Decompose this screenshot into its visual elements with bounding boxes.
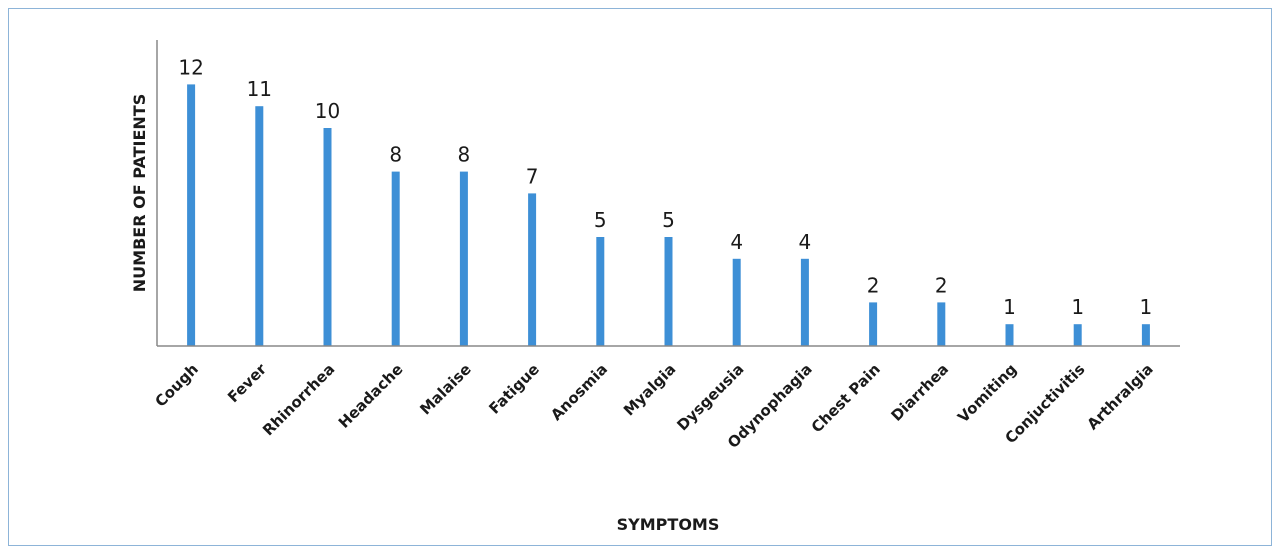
bar-myalgia [664, 237, 673, 346]
value-label-odynophagia: 4 [799, 230, 812, 254]
value-label-arthralgia: 1 [1140, 295, 1153, 319]
y-axis-title: NUMBER OF PATIENTS [130, 94, 149, 292]
bar-malaise [459, 171, 468, 346]
bar-headache [391, 171, 400, 346]
value-label-dysgeusia: 4 [730, 230, 743, 254]
x-tick-label-fever: Fever [224, 360, 271, 407]
x-tick-label-cough: Cough [151, 360, 202, 411]
value-label-conjuctivitis: 1 [1071, 295, 1084, 319]
bar-arthralgia [1141, 324, 1150, 346]
x-tick-label-headache: Headache [335, 360, 407, 432]
chart-frame [8, 8, 1272, 546]
x-tick-label-anosmia: Anosmia [547, 360, 611, 424]
value-label-anosmia: 5 [594, 208, 607, 232]
value-label-vomiting: 1 [1003, 295, 1016, 319]
bar-chest-pain [869, 302, 878, 346]
value-label-myalgia: 5 [662, 208, 675, 232]
x-tick-label-malaise: Malaise [416, 360, 474, 418]
x-tick-label-vomiting: Vomiting [954, 360, 1020, 426]
bar-anosmia [596, 237, 605, 346]
x-tick-label-chest-pain: Chest Pain [808, 360, 884, 436]
value-label-fever: 11 [247, 77, 272, 101]
x-tick-label-fatigue: Fatigue [485, 360, 543, 418]
bar-dysgeusia [732, 258, 741, 346]
x-axis-title: SYMPTOMS [617, 515, 720, 534]
bar-fatigue [528, 193, 537, 346]
value-label-headache: 8 [389, 143, 402, 167]
bar-cough [187, 84, 196, 347]
value-label-malaise: 8 [458, 143, 471, 167]
value-label-rhinorrhea: 10 [315, 99, 340, 123]
bar-conjuctivitis [1073, 324, 1082, 346]
bar-fever [255, 106, 264, 346]
bar-vomiting [1005, 324, 1014, 346]
bar-odynophagia [800, 258, 809, 346]
x-tick-label-rhinorrhea: Rhinorrhea [259, 360, 338, 439]
value-label-cough: 12 [178, 55, 203, 79]
value-label-chest-pain: 2 [867, 273, 880, 297]
x-tick-label-arthralgia: Arthralgia [1084, 360, 1157, 433]
x-tick-label-dysgeusia: Dysgeusia [673, 360, 747, 434]
value-label-diarrhea: 2 [935, 273, 948, 297]
bars-group [187, 84, 1150, 347]
bar-rhinorrhea [323, 128, 332, 346]
x-tick-label-diarrhea: Diarrhea [887, 360, 952, 425]
value-label-fatigue: 7 [526, 164, 539, 188]
x-tick-label-myalgia: Myalgia [620, 360, 679, 419]
bar-diarrhea [937, 302, 946, 346]
